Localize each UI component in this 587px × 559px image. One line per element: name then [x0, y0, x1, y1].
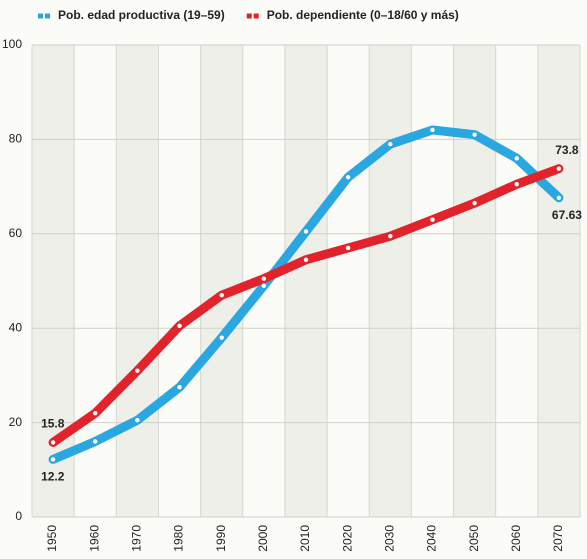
data-point	[219, 292, 224, 298]
x-tick-label: 2000	[256, 525, 270, 552]
data-point	[135, 368, 140, 373]
data-label: 15.8	[41, 417, 65, 431]
column-band	[369, 45, 412, 517]
data-point	[430, 127, 435, 133]
data-point	[514, 182, 519, 187]
data-point	[50, 440, 56, 445]
data-point	[388, 141, 393, 147]
data-label: 12.2	[41, 470, 65, 484]
x-tick-label: 2040	[425, 525, 439, 552]
data-point	[303, 257, 309, 262]
x-tick-label: 2070	[551, 525, 565, 552]
data-label: 73.8	[555, 143, 579, 157]
data-point	[93, 439, 98, 444]
data-point	[430, 217, 435, 222]
data-point	[556, 195, 562, 200]
x-tick-label: 2020	[340, 525, 354, 552]
data-point	[514, 156, 519, 161]
x-tick-label: 1990	[214, 525, 228, 552]
y-tick-label: 60	[9, 226, 23, 240]
y-tick-label: 40	[9, 320, 23, 334]
data-point	[472, 200, 477, 206]
data-point	[388, 233, 393, 239]
x-tick-label: 2060	[509, 525, 523, 552]
column-band	[537, 45, 580, 517]
data-point	[177, 385, 182, 390]
data-point	[345, 174, 351, 180]
x-tick-label: 1950	[45, 525, 59, 552]
background	[31, 45, 581, 517]
legend-label: Pob. edad productiva (19–59)	[58, 8, 225, 22]
y-tick-label: 20	[9, 415, 23, 429]
data-point	[261, 283, 267, 288]
data-point	[177, 323, 182, 329]
data-point	[303, 229, 309, 234]
x-tick-label: 1970	[130, 525, 144, 552]
column-band	[284, 45, 328, 517]
x-tick-label: 2010	[298, 525, 312, 552]
data-point	[135, 418, 140, 423]
data-point	[50, 457, 56, 462]
data-point	[219, 335, 224, 340]
data-point	[472, 132, 477, 137]
legend-label: Pob. dependiente (0–18/60 y más)	[267, 8, 459, 22]
data-label: 67.63	[552, 208, 582, 222]
data-point	[345, 245, 351, 251]
data-point	[556, 166, 562, 171]
x-tick-label: 1960	[87, 525, 101, 552]
x-tick-label: 2030	[382, 525, 396, 552]
column-band	[200, 45, 243, 517]
data-point	[93, 410, 98, 416]
x-tick-label: 2050	[467, 525, 481, 552]
column-band	[116, 45, 159, 517]
column-band	[453, 45, 496, 517]
y-tick-label: 100	[2, 37, 22, 51]
y-tick-label: 0	[15, 509, 22, 523]
y-tick-label: 80	[9, 132, 23, 146]
data-point	[261, 276, 267, 281]
x-tick-label: 1980	[172, 525, 186, 552]
